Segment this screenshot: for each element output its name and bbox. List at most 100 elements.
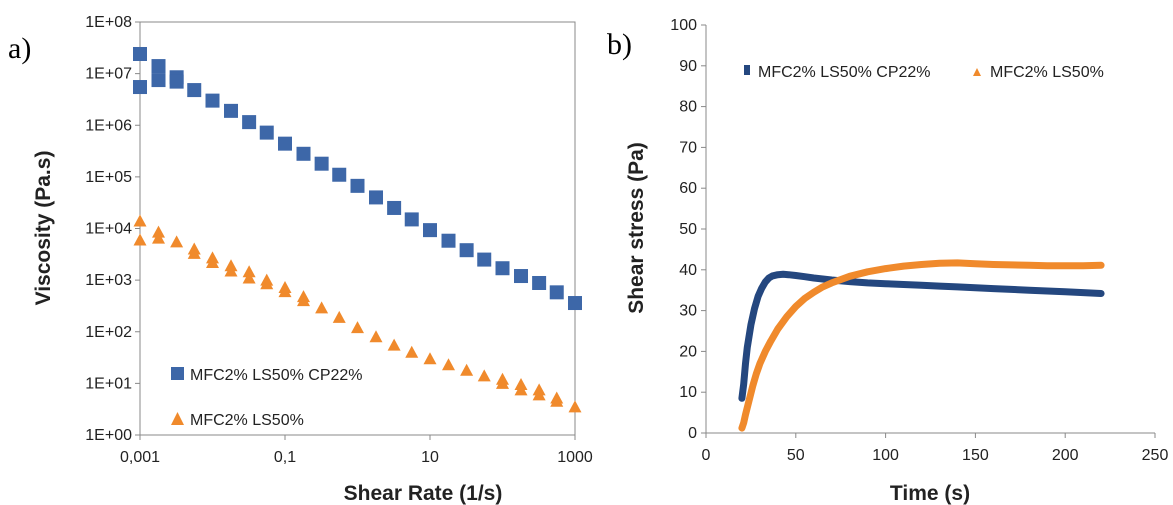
chart-a-point-series2 xyxy=(568,400,582,413)
chart-a-point-series2 xyxy=(442,358,456,371)
chart-a-point-series2 xyxy=(550,394,564,407)
chart-a-point-series2 xyxy=(351,321,364,334)
chart-a-xtick-label: 1000 xyxy=(557,449,593,466)
chart-a-point-series2 xyxy=(477,369,491,382)
chart-a: 1E+00 1E+01 1E+02 1E+03 1E+04 1E+05 1E+06 1E+07… xyxy=(32,14,593,505)
chart-a-ytick-label: 1E+03 xyxy=(85,272,132,289)
chart-b-ytick-label: 30 xyxy=(679,303,697,320)
chart-a-point-series2 xyxy=(260,277,274,290)
chart-b-ytick-label: 10 xyxy=(679,384,697,401)
chart-b-xtick-label: 0 xyxy=(702,447,711,464)
chart-b-ytick-label: 100 xyxy=(670,17,697,34)
chart-a-point-series1 xyxy=(423,223,437,238)
chart-b-xtick-label: 250 xyxy=(1142,447,1169,464)
chart-a-ytick-label: 1E+00 xyxy=(85,427,132,444)
chart-a-point-series1 xyxy=(151,73,166,88)
chart-b-marks xyxy=(738,259,1105,432)
chart-a-point-series1 xyxy=(224,103,239,118)
legend-a-series1-label: MFC2% LS50% CP22% xyxy=(190,367,363,384)
chart-a-point-series1 xyxy=(350,178,365,193)
chart-a-ytick-label: 1E+06 xyxy=(85,117,132,134)
chart-b-ytick-label: 50 xyxy=(679,221,697,238)
chart-b-xtick-label: 150 xyxy=(962,447,989,464)
chart-a-point-series2 xyxy=(242,271,256,284)
chart-b: 0 10 20 30 40 50 60 70 80 90 100 0 50 100 150 200 250 Ti… xyxy=(625,17,1168,505)
chart-a-xtick-label: 10 xyxy=(421,449,439,466)
chart-a-point-series2 xyxy=(387,338,401,351)
chart-a-point-series2 xyxy=(206,255,219,268)
legend-b-series1-label: MFC2% LS50% CP22% xyxy=(758,64,931,81)
legend-a-series2-marker xyxy=(171,412,184,425)
chart-b-ytick-label: 80 xyxy=(679,99,697,116)
chart-a-point-series2 xyxy=(514,383,528,396)
chart-a-point-series1 xyxy=(205,93,220,108)
chart-b-axes xyxy=(701,24,1156,438)
chart-a-point-series2 xyxy=(242,265,256,278)
chart-a-point-series2 xyxy=(405,345,419,358)
chart-a-point-series1 xyxy=(278,136,292,151)
chart-a-point-series1 xyxy=(568,296,582,311)
chart-a-point-series2 xyxy=(187,246,201,259)
chart-a-point-series2 xyxy=(170,235,184,248)
chart-a-point-series1 xyxy=(532,275,547,290)
chart-a-point-series2 xyxy=(332,310,346,323)
chart-b-ytick-label: 90 xyxy=(679,58,697,75)
chart-a-point-series1 xyxy=(259,125,274,140)
chart-b-xtick-label: 100 xyxy=(872,447,899,464)
chart-a-marks xyxy=(133,46,582,413)
legend-b-series2-marker xyxy=(973,68,981,76)
chart-a-point-series2 xyxy=(460,363,474,376)
chart-a-tick-labels: 1E+00 1E+01 1E+02 1E+03 1E+04 1E+05 1E+06 1E+07… xyxy=(85,14,593,466)
legend-b-series2-label: MFC2% LS50% xyxy=(990,64,1104,81)
chart-a-ytick-label: 1E+05 xyxy=(85,169,132,186)
chart-a-point-series2 xyxy=(224,264,238,277)
chart-a-xlabel: Shear Rate (1/s) xyxy=(344,482,503,505)
legend-a-series1-marker xyxy=(171,367,184,380)
chart-b-xtick-label: 50 xyxy=(787,447,805,464)
chart-b-series1-line xyxy=(738,270,1105,402)
chart-a-axes xyxy=(135,21,576,440)
chart-a-ytick-label: 1E+07 xyxy=(85,66,132,83)
chart-a-ytick-label: 1E+02 xyxy=(85,324,132,341)
chart-b-ytick-label: 40 xyxy=(679,262,697,279)
chart-b-ytick-label: 70 xyxy=(679,139,697,156)
chart-a-point-series2 xyxy=(152,225,166,238)
chart-a-point-series1 xyxy=(514,269,529,284)
chart-a-point-series1 xyxy=(369,190,384,205)
chart-a-ytick-label: 1E+01 xyxy=(85,375,132,392)
chart-a-point-series1 xyxy=(242,115,257,130)
chart-a-point-series2 xyxy=(423,352,437,365)
chart-a-xtick-label: 0,001 xyxy=(120,449,160,466)
chart-a-point-series1 xyxy=(459,243,474,258)
panel-label-b: b) xyxy=(607,28,632,61)
chart-a-point-series2 xyxy=(315,301,329,314)
chart-a-xtick-label: 0,1 xyxy=(274,449,296,466)
chart-a-point-series1 xyxy=(549,285,564,300)
chart-a-point-series2 xyxy=(152,231,166,244)
chart-a-point-series2 xyxy=(297,294,311,307)
legend-a-series2-label: MFC2% LS50% xyxy=(190,412,304,429)
chart-a-point-series1 xyxy=(404,212,419,227)
chart-a-point-series1 xyxy=(332,167,347,182)
chart-a-point-series1 xyxy=(151,59,166,74)
panel-label-a: a) xyxy=(8,32,31,65)
chart-a-point-series1 xyxy=(495,261,510,276)
chart-a-point-series2 xyxy=(133,214,147,227)
chart-b-ytick-label: 20 xyxy=(679,343,697,360)
chart-a-point-series1 xyxy=(314,156,329,171)
chart-a-point-series1 xyxy=(169,74,184,89)
chart-a-point-series2 xyxy=(278,285,292,298)
chart-b-series2-line xyxy=(738,259,1105,432)
chart-a-ytick-label: 1E+04 xyxy=(85,221,132,238)
chart-a-point-series2 xyxy=(532,388,546,401)
chart-b-ytick-label: 60 xyxy=(679,180,697,197)
chart-a-point-series1 xyxy=(133,80,147,95)
chart-b-ylabel: Shear stress (Pa) xyxy=(625,142,648,314)
chart-a-point-series1 xyxy=(296,146,311,161)
chart-b-xtick-label: 200 xyxy=(1052,447,1079,464)
chart-b-legend: MFC2% LS50% CP22% MFC2% LS50% xyxy=(744,64,1104,81)
chart-a-point-series2 xyxy=(496,376,509,389)
chart-a-point-series1 xyxy=(187,83,202,98)
chart-a-point-series2 xyxy=(133,233,147,246)
